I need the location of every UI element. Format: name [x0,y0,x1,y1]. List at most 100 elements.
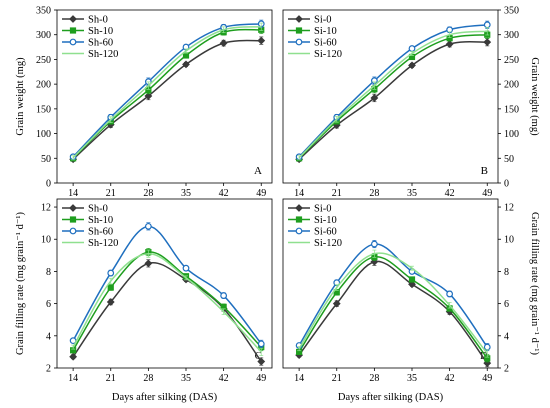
series-line [72,28,262,159]
chart-panel-c: 14 21 28 35 42 49 2 4 6 8 10 12 Grain filling rate (… [15,198,273,384]
data-point [483,38,492,47]
data-point [370,257,379,266]
data-point [106,298,115,306]
x-tick-label: 49 [256,373,266,384]
y-tick-label: 8 [504,267,509,278]
y-tick-label: 100 [504,129,519,140]
legend-label: Sh-120 [88,49,118,60]
data-point [257,357,266,366]
data-point [69,352,78,361]
series-sh-120 [71,22,264,161]
x-tick-label: 28 [369,188,379,199]
legend-label: Si-0 [314,204,332,215]
x-tick-label: 42 [445,188,455,199]
y-tick-label: 50 [41,154,51,165]
data-point [370,94,379,102]
legend-label: Sh-60 [88,38,113,49]
plot-frame [282,198,499,369]
legend-marker [295,227,303,235]
legend-marker [69,227,77,235]
series-sh-10 [70,248,265,354]
series-line [298,252,488,354]
series-line [298,41,488,160]
series-line [298,260,488,364]
y-axis-title: Grain filling rate (mg grain⁻¹ d⁻¹) [15,211,26,355]
x-axis-title: Days after silking (DAS) [338,392,444,403]
data-point [219,39,228,48]
legend-label: Sh-10 [88,26,113,37]
panel-letter: A [254,165,262,177]
x-tick-label: 42 [445,373,455,384]
series-line [72,26,262,159]
data-point [408,61,416,70]
x-tick-label: 28 [143,373,153,384]
x-tick-label: 21 [332,373,342,384]
x-tick-label: 14 [68,373,78,384]
x-tick-label: 35 [407,373,417,384]
y-tick-label: 2 [46,364,51,375]
y-tick-label: 250 [36,55,51,66]
x-axis-title: Days after silking (DAS) [112,392,218,403]
series-line [72,39,262,160]
data-point [107,284,114,291]
data-point [483,343,491,351]
series-line [298,24,488,158]
legend-marker [69,204,77,212]
y-tick-label: 0 [504,179,509,190]
y-tick-label: 6 [46,299,51,310]
legend-marker [295,38,303,46]
legend-label: Sh-0 [88,15,108,26]
y-tick-label: 250 [504,55,519,66]
legend-marker [69,38,77,46]
data-point [144,222,152,230]
legend-marker [69,27,77,34]
series-si-120 [297,27,490,161]
legend-label: Si-10 [314,26,337,37]
x-tick-label: 35 [181,188,191,199]
y-axis-title: Grain weight (mg) [15,57,26,136]
x-tick-label: 14 [294,373,304,384]
data-point [182,264,190,272]
y-tick-label: 0 [46,179,51,190]
legend-label: Si-60 [314,38,337,49]
legend-label: Si-120 [314,238,342,249]
legend-label: Sh-120 [88,238,118,249]
data-point [144,259,153,268]
data-point [182,60,190,69]
data-point [483,359,492,368]
legend-marker [295,15,303,23]
series-line [298,256,488,359]
series-sh-0 [69,259,266,366]
legend-label: Sh-0 [88,204,108,215]
y-tick-label: 6 [504,299,509,310]
x-tick-label: 21 [106,188,116,199]
plot-frame [282,9,499,184]
series-line [72,23,262,158]
legend-marker [69,15,77,23]
legend-marker [295,27,303,34]
legend-marker [295,204,303,212]
y-tick-label: 10 [41,235,51,246]
x-tick-label: 35 [407,188,417,199]
data-point [144,92,153,100]
data-point [182,52,190,59]
data-point [408,45,416,52]
x-tick-label: 28 [369,373,379,384]
plot-frame [56,198,273,369]
data-point [332,299,341,308]
data-point [446,290,454,298]
y-tick-label: 4 [46,331,51,342]
legend-label: Si-0 [314,15,332,26]
legend-label: Si-60 [314,227,337,238]
y-tick-label: 12 [504,203,514,214]
data-point [257,340,265,348]
x-tick-label: 28 [143,188,153,199]
y-tick-label: 12 [41,203,51,214]
y-tick-label: 2 [504,364,509,375]
x-tick-label: 49 [482,373,492,384]
y-axis-title: Grain filling rate (mg grain⁻¹ d⁻¹) [529,212,540,356]
plot-frame [56,9,273,184]
